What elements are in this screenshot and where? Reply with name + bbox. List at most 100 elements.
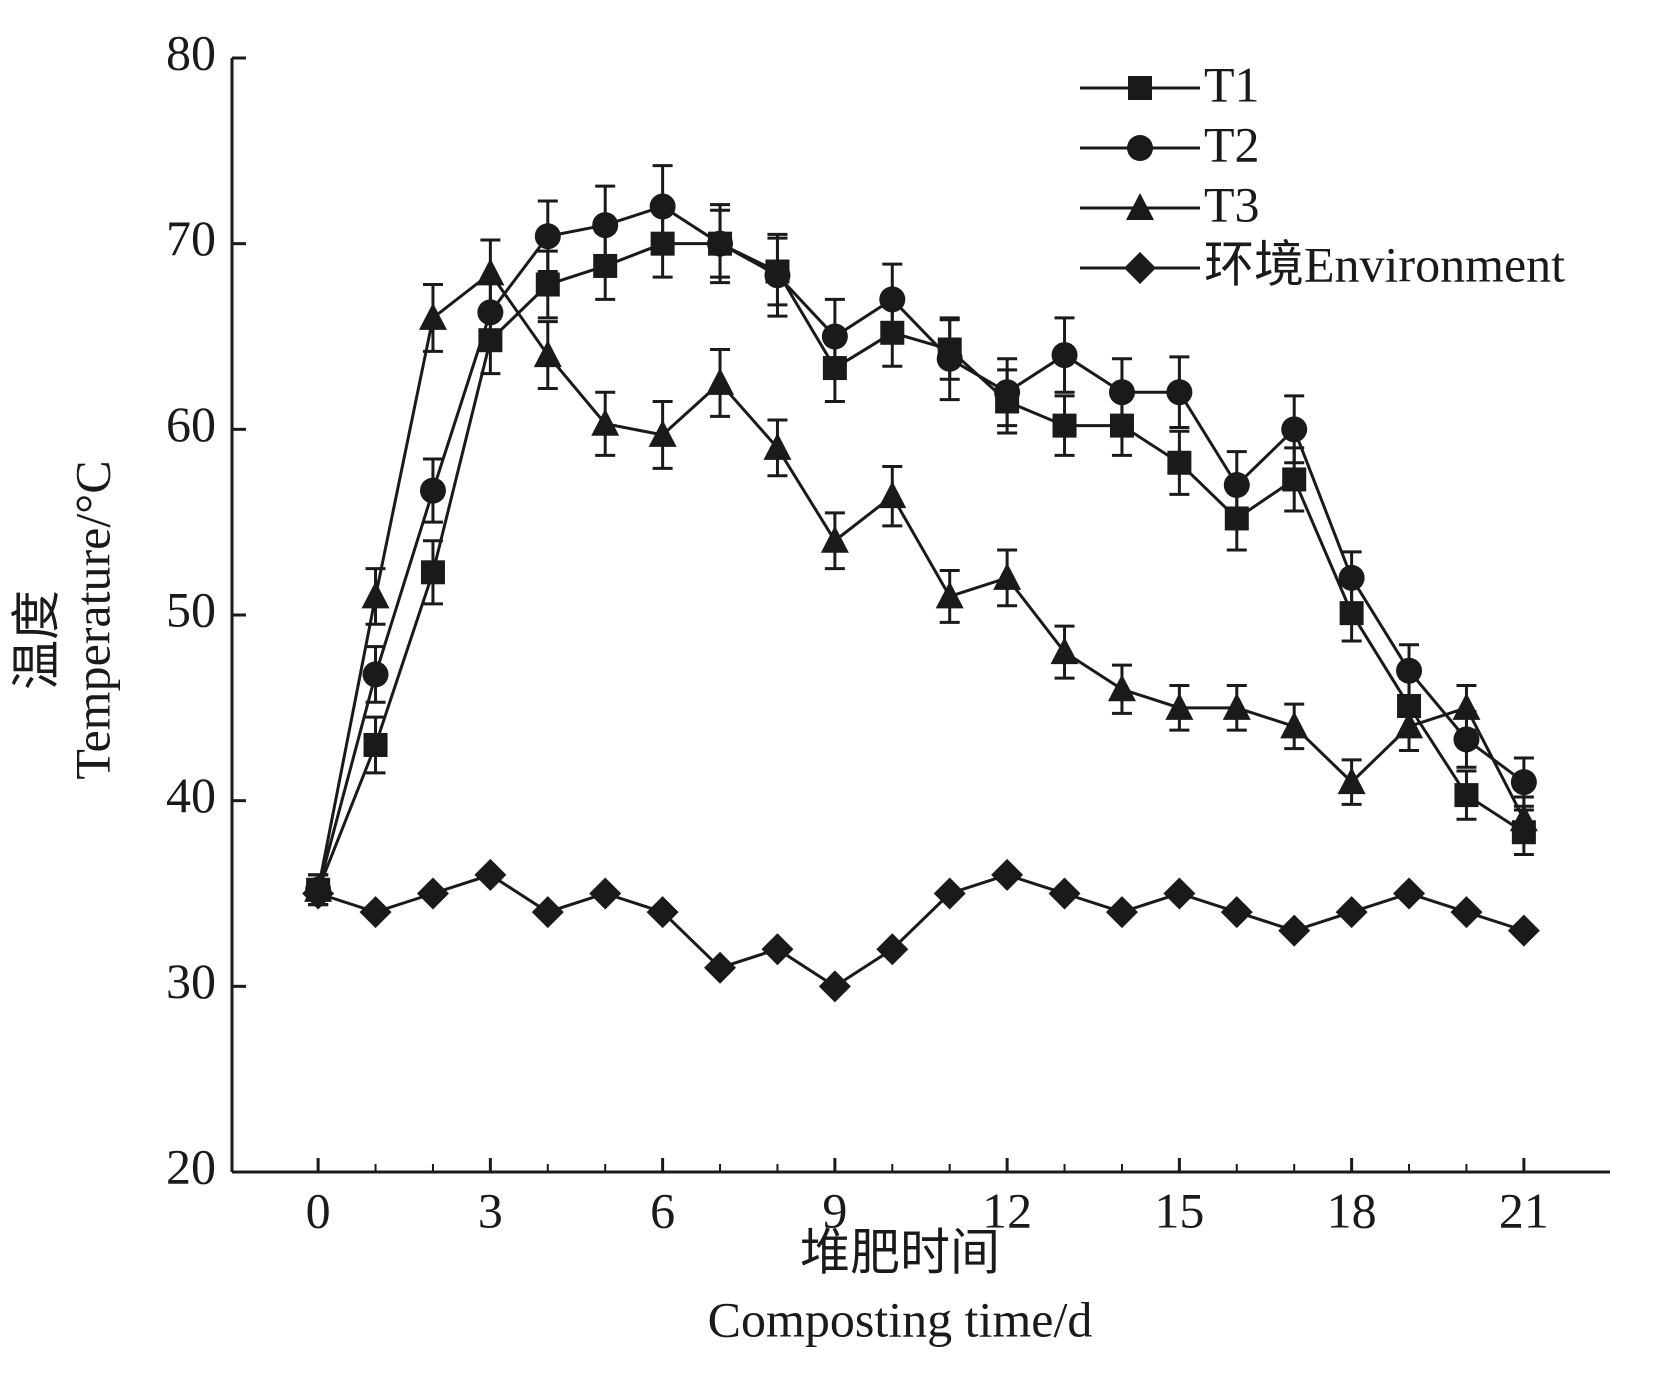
marker bbox=[1280, 711, 1309, 739]
marker bbox=[994, 379, 1021, 406]
y-tick-label: 40 bbox=[166, 767, 216, 823]
marker bbox=[593, 253, 618, 278]
marker bbox=[535, 272, 560, 297]
marker bbox=[534, 223, 561, 250]
marker bbox=[818, 970, 851, 1003]
marker bbox=[1048, 877, 1081, 910]
marker bbox=[1108, 379, 1135, 406]
marker bbox=[589, 877, 622, 910]
marker bbox=[1393, 877, 1426, 910]
marker bbox=[1052, 413, 1077, 438]
marker bbox=[302, 877, 335, 910]
marker bbox=[1282, 467, 1307, 492]
marker bbox=[531, 896, 564, 929]
legend-label: T2 bbox=[1204, 116, 1260, 172]
marker bbox=[1222, 692, 1251, 720]
marker bbox=[821, 323, 848, 350]
x-axis-label: 堆肥时间 bbox=[800, 1224, 1000, 1280]
marker bbox=[592, 212, 619, 239]
marker bbox=[1165, 692, 1194, 720]
marker bbox=[474, 858, 507, 891]
marker bbox=[648, 419, 677, 447]
marker bbox=[704, 951, 737, 984]
marker bbox=[1509, 804, 1538, 832]
marker bbox=[1278, 914, 1311, 947]
marker bbox=[1395, 711, 1424, 739]
legend-marker bbox=[1127, 135, 1153, 161]
marker bbox=[1452, 692, 1481, 720]
marker bbox=[1454, 783, 1479, 808]
marker bbox=[879, 286, 906, 313]
y-tick-label: 30 bbox=[166, 953, 216, 1009]
legend-marker bbox=[1128, 76, 1152, 100]
marker bbox=[1167, 450, 1192, 475]
marker bbox=[418, 302, 447, 330]
marker bbox=[1510, 769, 1537, 796]
marker bbox=[761, 933, 794, 966]
marker bbox=[1338, 564, 1365, 591]
y-axis-label: Temperature/°C bbox=[64, 460, 120, 779]
marker bbox=[1050, 637, 1079, 665]
marker bbox=[706, 367, 735, 395]
marker bbox=[1281, 416, 1308, 443]
legend-marker bbox=[1126, 193, 1154, 220]
marker bbox=[878, 481, 907, 509]
marker bbox=[420, 560, 445, 585]
marker bbox=[1335, 896, 1368, 929]
marker bbox=[533, 340, 562, 368]
marker bbox=[1507, 914, 1540, 947]
x-axis-label: Composting time/d bbox=[708, 1291, 1093, 1347]
x-tick-label: 9 bbox=[822, 1182, 847, 1238]
marker bbox=[1220, 896, 1253, 929]
marker bbox=[707, 230, 734, 257]
marker bbox=[1453, 726, 1480, 753]
x-tick-label: 12 bbox=[982, 1182, 1032, 1238]
y-tick-label: 20 bbox=[166, 1138, 216, 1194]
marker bbox=[993, 562, 1022, 590]
marker bbox=[363, 732, 388, 757]
marker bbox=[649, 193, 676, 220]
marker bbox=[359, 896, 392, 929]
marker bbox=[1396, 657, 1423, 684]
marker bbox=[763, 432, 792, 460]
legend-label: T1 bbox=[1204, 56, 1260, 112]
marker bbox=[1107, 674, 1136, 702]
marker bbox=[1105, 896, 1138, 929]
series-line bbox=[316, 271, 1526, 891]
marker bbox=[1051, 342, 1078, 369]
x-tick-label: 18 bbox=[1327, 1182, 1377, 1238]
marker bbox=[362, 661, 389, 688]
x-tick-label: 6 bbox=[650, 1182, 675, 1238]
marker bbox=[476, 258, 505, 286]
legend-marker bbox=[1124, 252, 1156, 284]
y-tick-label: 70 bbox=[166, 210, 216, 266]
marker bbox=[361, 581, 390, 609]
marker bbox=[1223, 472, 1250, 499]
marker bbox=[1450, 896, 1483, 929]
marker bbox=[416, 877, 449, 910]
marker bbox=[991, 858, 1024, 891]
marker bbox=[820, 525, 849, 553]
marker bbox=[1337, 767, 1366, 795]
marker bbox=[764, 262, 791, 289]
marker bbox=[646, 896, 679, 929]
marker bbox=[876, 933, 909, 966]
marker bbox=[1166, 379, 1193, 406]
marker bbox=[591, 408, 620, 436]
y-tick-label: 80 bbox=[166, 24, 216, 80]
x-tick-label: 15 bbox=[1154, 1182, 1204, 1238]
marker bbox=[419, 477, 446, 504]
marker bbox=[1163, 877, 1196, 910]
y-axis-label: 温度 bbox=[8, 590, 64, 690]
marker bbox=[933, 877, 966, 910]
marker bbox=[936, 345, 963, 372]
legend-label: T3 bbox=[1204, 176, 1260, 232]
legend-label: 环境Environment bbox=[1204, 236, 1565, 292]
x-tick-label: 3 bbox=[478, 1182, 503, 1238]
series-line bbox=[316, 204, 1525, 891]
marker bbox=[935, 581, 964, 609]
y-tick-label: 50 bbox=[166, 581, 216, 637]
x-tick-label: 21 bbox=[1499, 1182, 1549, 1238]
series-line bbox=[317, 873, 1525, 989]
